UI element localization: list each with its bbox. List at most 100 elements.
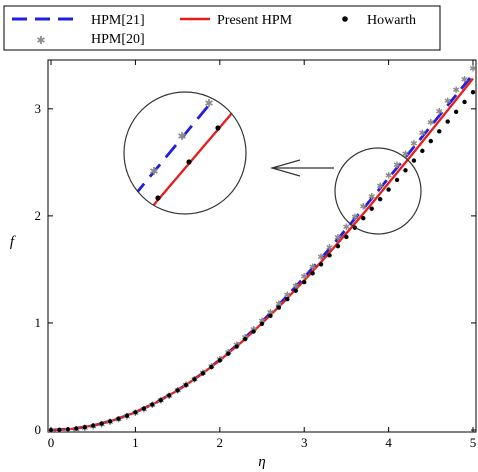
x-tick-label: 1 [132, 435, 139, 450]
howarth-point [302, 279, 307, 285]
zoom-inset-line-hpm21 [132, 93, 220, 197]
series-layer: ✱✱✱✱✱✱✱✱✱✱✱✱✱✱✱✱✱✱✱✱✱✱✱✱✱✱✱✱✱✱✱✱✱✱✱✱✱✱✱✱… [48, 65, 477, 432]
series-marks-howarth [48, 89, 476, 432]
howarth-point [65, 427, 71, 432]
zoom-inset-line-present-hpm [151, 105, 239, 208]
howarth-point [310, 271, 315, 276]
legend-label-howarth: Howarth [367, 13, 416, 28]
howarth-point [453, 109, 459, 114]
howarth-point [386, 187, 391, 192]
zoom-arrow-head [269, 159, 301, 177]
howarth-point [116, 416, 121, 421]
legend-swatch-howarth [342, 16, 348, 22]
howarth-point [200, 371, 206, 376]
hpm20-point: ✱ [427, 118, 435, 128]
howarth-point [403, 168, 408, 173]
hpm20-point: ✱ [334, 233, 342, 243]
howarth-point [192, 377, 197, 382]
howarth-point [327, 253, 332, 258]
howarth-point [276, 305, 282, 310]
x-tick-label: 0 [48, 435, 55, 450]
legend-entry-hpm20: ✱ HPM[20] [36, 32, 144, 47]
hpm20-point: ✱ [309, 263, 317, 273]
y-tick-label: 3 [35, 101, 42, 116]
howarth-point [361, 216, 366, 221]
zoom-inset-star-hpm20: ✱ [204, 97, 213, 110]
howarth-point [242, 336, 248, 342]
howarth-point [82, 424, 87, 430]
zoom-inset-content: ✱ ✱ ✱ [132, 93, 239, 208]
howarth-point [158, 397, 163, 403]
x-tick-label: 3 [301, 435, 308, 450]
howarth-point [251, 329, 256, 334]
zoom-inset-dot-howarth [215, 125, 221, 131]
howarth-point [217, 358, 222, 363]
zoom-inset-dot-howarth [155, 195, 161, 201]
howarth-point [259, 321, 265, 326]
howarth-point [141, 406, 147, 411]
howarth-point [394, 177, 400, 183]
hpm20-point: ✱ [393, 161, 401, 171]
howarth-point [48, 427, 54, 432]
hpm20-point: ✱ [469, 65, 477, 75]
howarth-point [369, 206, 374, 211]
howarth-point [420, 148, 425, 154]
howarth-point [445, 119, 450, 124]
hpm20-point: ✱ [284, 291, 292, 301]
howarth-point [74, 426, 79, 431]
zoom-inset-star-hpm20: ✱ [177, 130, 186, 143]
legend-label-hpm20: HPM[20] [91, 32, 145, 47]
x-tick-label: 5 [470, 435, 477, 450]
zoom-inset-dot-howarth [186, 159, 192, 165]
series-marks-hpm20: ✱✱✱✱✱✱✱✱✱✱✱✱✱✱✱✱✱✱✱✱✱✱✱✱✱✱✱✱✱✱✱✱✱✱✱✱✱✱✱✱… [48, 65, 477, 432]
howarth-point [411, 158, 417, 163]
howarth-point [175, 388, 180, 393]
y-tick-label: 0 [35, 422, 42, 437]
legend-label-present-hpm: Present HPM [217, 13, 293, 28]
x-axis-label: η [258, 454, 265, 470]
legend-frame [3, 5, 441, 51]
hpm20-point: ✱ [385, 171, 393, 181]
howarth-point [57, 427, 62, 432]
howarth-point [183, 382, 189, 388]
hpm20-point: ✱ [402, 150, 410, 160]
howarth-point [335, 244, 341, 249]
hpm20-point: ✱ [351, 213, 359, 223]
howarth-point [91, 423, 96, 428]
howarth-point [124, 413, 130, 418]
hpm20-point: ✱ [275, 300, 283, 310]
howarth-point [99, 421, 104, 426]
hpm20-point: ✱ [326, 243, 334, 253]
y-tick-label: 2 [35, 208, 42, 223]
zoom-region-circle [334, 147, 422, 235]
hpm20-point: ✱ [435, 108, 443, 118]
howarth-point [209, 364, 214, 370]
plot-frame [47, 59, 477, 433]
hpm20-point: ✱ [410, 140, 418, 150]
zoom-inset-background [124, 92, 246, 214]
hpm20-point: ✱ [452, 86, 460, 96]
legend-entry-howarth: Howarth [342, 13, 416, 28]
zoom-arrow [269, 159, 334, 177]
hpm20-point: ✱ [461, 75, 469, 85]
y-tick-label: 1 [35, 315, 42, 330]
howarth-point [377, 196, 383, 202]
legend: HPM[21] Present HPM Howarth ✱ HPM[20] [3, 5, 441, 51]
legend-entry-present-hpm: Present HPM [180, 13, 293, 28]
hpm20-point: ✱ [343, 223, 351, 233]
howarth-point [470, 89, 476, 95]
howarth-point [226, 351, 231, 356]
legend-swatch-hpm20: ✱ [36, 34, 45, 47]
hpm20-point: ✱ [444, 97, 452, 107]
zoom-inset-border [123, 91, 247, 215]
howarth-point [293, 288, 298, 293]
hpm20-point: ✱ [300, 272, 308, 282]
howarth-point [344, 234, 349, 240]
hpm20-point: ✱ [419, 129, 427, 139]
hpm20-point: ✱ [317, 253, 325, 263]
hpm20-point: ✱ [368, 192, 376, 202]
howarth-point [318, 262, 324, 267]
howarth-point [285, 297, 290, 302]
howarth-point [107, 419, 113, 424]
